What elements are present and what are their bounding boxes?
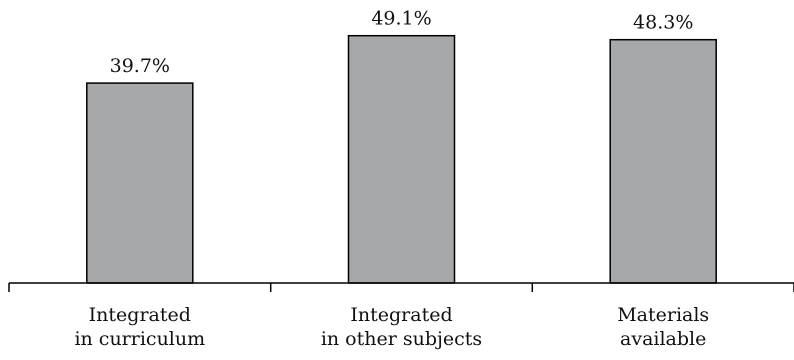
bar-1 — [86, 82, 194, 284]
data-label-2: 49.1% — [371, 8, 431, 30]
x-axis — [8, 282, 794, 292]
x-tick-label-1-line-2: in curriculum — [74, 328, 205, 350]
bars-layer — [86, 34, 717, 284]
data-label-3: 48.3% — [633, 12, 693, 34]
data-label-1: 39.7% — [110, 55, 170, 77]
x-tick-label-2-line-2: in other subjects — [321, 328, 482, 350]
x-tick-label-2-line-1: Integrated — [350, 304, 452, 326]
bar-3 — [609, 38, 717, 284]
x-tick-label-3-line-1: Materials — [617, 304, 709, 326]
x-tick-label-3-line-2: available — [620, 328, 706, 350]
x-tick-label-1-line-1: Integrated — [89, 304, 191, 326]
bar-2 — [347, 34, 456, 284]
value-labels-layer: 39.7% 49.1% 48.3% — [110, 8, 694, 77]
